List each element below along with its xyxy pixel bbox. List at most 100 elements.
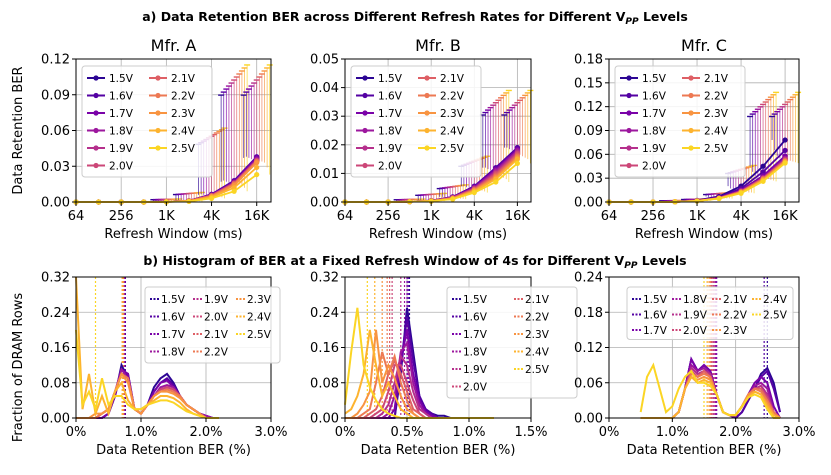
legend-box [81,65,213,178]
legend-label: 1.8V [463,347,488,359]
legend-marker [688,75,694,81]
data-point [782,137,788,143]
x-tick-label: 3.0% [254,425,287,440]
data-point [760,163,766,169]
x-tick-label: 4K [203,209,220,224]
data-point [760,178,766,184]
legend-label: 2.5V [247,329,272,341]
legend-marker [688,127,694,134]
legend-label: 2.2V [525,312,550,324]
legend-label: 1.5V [109,73,134,85]
legend-marker [362,110,368,116]
legend-label: 2.2V [723,310,748,322]
legend-label: 2.4V [171,126,196,138]
y-tick-label: 0.09 [41,88,70,103]
legend-box [144,286,281,364]
x-axis-label: Refresh Window (ms) [635,227,773,242]
legend-box [446,286,578,399]
y-tick-label: 0.00 [310,412,339,427]
panel-title: Mfr. A [151,36,197,55]
y-tick-label: 0.00 [41,412,70,427]
legend-label: 1.7V [378,108,403,120]
legend-label: 2.1V [704,73,729,85]
legend-marker [155,92,161,99]
legend-label: 1.9V [463,364,488,376]
legend-marker [155,127,161,134]
legend-label: 2.3V [704,108,729,120]
y-axis-label: Fraction of DRAM Rows [11,293,26,442]
y-tick-label: 0.03 [310,110,339,125]
legend-label: 2.1V [723,294,748,306]
legend-label: 2.1V [440,73,465,85]
legend-marker [93,75,99,81]
x-tick-label: 1K [689,209,706,224]
legend-label: 2.5V [525,364,550,376]
legend-marker [155,145,161,151]
legend-marker [362,92,368,99]
x-tick-label: 1.5% [514,425,547,440]
legend-marker [155,110,161,116]
y-tick-label: 0.32 [41,271,70,286]
x-tick-label: 0.5% [390,425,423,440]
x-tick-label: 0% [599,425,620,440]
data-point [760,169,766,175]
chart-b2: 0% 0.5% 1.0% 1.5% 0.00 0.08 0.16 0.24 0.32 Data R… [310,271,578,458]
legend-label: 2.5V [171,143,196,155]
x-tick-label: 1.0% [124,425,157,440]
y-tick-label: 0.00 [574,412,603,427]
legend-label: 2.0V [463,382,488,394]
legend-label: 1.7V [161,329,186,341]
data-point [186,198,192,205]
legend-label: 2.2V [704,91,729,103]
legend-marker [626,92,632,99]
legend-label: 2.4V [247,312,272,324]
legend-label: 1.8V [642,126,667,138]
x-tick-label: 16K [773,209,799,224]
y-tick-label: 0.00 [310,196,339,211]
data-point [254,164,260,171]
legend-label: 1.8V [161,347,186,359]
legend-label: 2.3V [440,108,465,120]
legend-label: 2.4V [704,126,729,138]
legend-label: 2.2V [171,91,196,103]
data-point [450,196,456,202]
legend-marker [93,110,99,116]
legend-marker [155,75,161,81]
data-point [716,195,722,202]
x-tick-label: 4K [733,209,750,224]
legend-label: 2.1V [525,294,550,306]
y-tick-label: 0.24 [574,271,603,286]
legend-label: 2.5V [763,310,788,322]
y-tick-label: 0.15 [574,76,603,91]
legend-label: 2.5V [704,143,729,155]
legend-label: 1.9V [683,310,708,322]
x-tick-label: 4K [466,209,483,224]
y-tick-label: 0.24 [41,306,70,321]
legend-marker [362,162,368,169]
x-tick-label: 1K [423,209,440,224]
legend-marker [362,127,368,134]
legend-marker [626,162,632,169]
legend-label: 1.6V [643,310,668,322]
y-axis-label: Data Retention BER [11,66,26,194]
legend-marker [424,92,430,99]
x-tick-label: 1.0% [656,425,689,440]
x-axis-label: Data Retention BER (%) [627,443,782,458]
legend-label: 1.5V [642,73,667,85]
x-tick-label: 1.0% [452,425,485,440]
y-tick-label: 0.06 [574,376,603,391]
y-tick-label: 0.08 [310,376,339,391]
x-tick-label: 256 [641,209,666,224]
x-tick-label: 2.0% [189,425,222,440]
y-tick-label: 0.05 [310,53,339,68]
legend-label: 2.3V [247,294,272,306]
legend-marker [93,145,99,151]
panel-title: Mfr. B [415,36,461,55]
series-line-2.5V [639,362,780,419]
legend-label: 2.0V [109,161,134,173]
legend-marker [688,110,694,116]
legend-label: 2.0V [378,161,403,173]
legend-marker [626,145,632,151]
y-tick-label: 0.00 [41,196,70,211]
